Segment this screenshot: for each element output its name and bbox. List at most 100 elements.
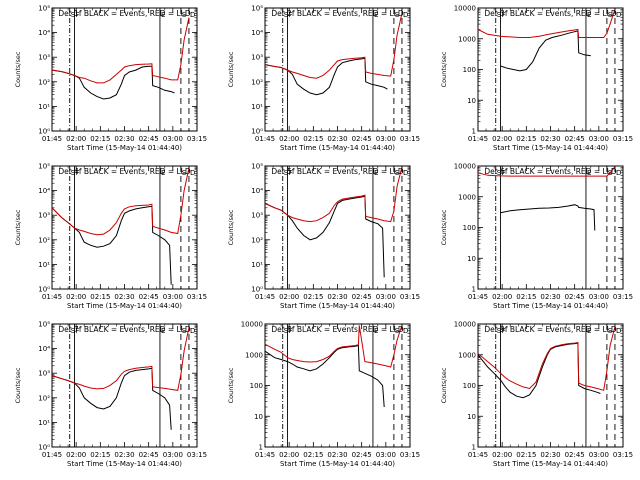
- y-tick-label: 10: [467, 413, 476, 421]
- chart-title: Det 7f BLACK = Events, RED = LLD: [58, 325, 191, 334]
- x-tick-label: 02:45: [352, 451, 372, 459]
- series-lld-line: [51, 168, 190, 236]
- event-marker-label: F: [76, 11, 80, 19]
- y-axis-label: Counts/sec: [440, 51, 448, 87]
- y-tick-label: 1000: [458, 35, 476, 43]
- x-tick-label: 03:15: [187, 135, 207, 143]
- x-tick-label: 03:00: [163, 451, 183, 459]
- x-axis-label: Start Time (15-May-14 01:44:40): [67, 460, 182, 468]
- y-tick-label: 10⁵: [251, 5, 263, 13]
- plot-frame: [477, 7, 624, 132]
- event-marker-label: E: [374, 11, 378, 19]
- x-tick-label: 02:00: [279, 451, 299, 459]
- x-axis-label: Start Time (15-May-14 01:44:40): [493, 144, 608, 152]
- y-tick-label: 10¹: [38, 419, 50, 427]
- event-marker-label: F: [76, 169, 80, 177]
- x-tick-label: 02:45: [565, 293, 585, 301]
- x-tick-label: 03:00: [163, 293, 183, 301]
- x-tick-label: 02:45: [139, 135, 159, 143]
- x-tick-label: 02:00: [492, 135, 512, 143]
- x-tick-label: 02:45: [139, 451, 159, 459]
- y-tick-label: 10¹: [251, 261, 263, 269]
- event-marker-label: S: [182, 327, 187, 335]
- plot-frame: [264, 323, 411, 448]
- event-marker-label: S: [608, 11, 613, 19]
- chart-panel-8: 1 10 100 1000 10000 01:45 02:00 02:15 02:30 02:45…: [227, 321, 420, 469]
- chart-title: Det 1f BLACK = Events, RED = LLD: [58, 9, 191, 18]
- y-tick-label: 10⁵: [251, 163, 263, 171]
- x-tick-label: 03:15: [613, 451, 633, 459]
- y-tick-label: 100: [463, 224, 476, 232]
- chart-panel-3: 1 10 100 1000 10000 01:45 02:00 02:15 02:30 02:45…: [440, 5, 633, 153]
- x-tick-label: 02:15: [303, 135, 323, 143]
- y-tick-label: 10: [254, 413, 263, 421]
- x-tick-label: 02:00: [279, 135, 299, 143]
- x-tick-label: 03:15: [187, 451, 207, 459]
- x-tick-label: 03:00: [589, 293, 609, 301]
- event-marker-label: E: [587, 11, 591, 19]
- x-axis-label: Start Time (15-May-14 01:44:40): [67, 302, 182, 310]
- series-lld-line: [477, 9, 616, 38]
- event-marker-label: S: [182, 169, 187, 177]
- x-tick-label: 02:30: [540, 135, 560, 143]
- x-tick-label: 02:30: [540, 293, 560, 301]
- x-tick-label: 01:45: [255, 135, 275, 143]
- x-tick-label: 01:45: [42, 451, 62, 459]
- y-tick-label: 10³: [38, 212, 50, 220]
- event-marker-label: D: [403, 11, 408, 19]
- y-tick-label: 1000: [245, 351, 263, 359]
- event-marker-label: S: [284, 11, 289, 19]
- event-marker-label: S: [395, 169, 400, 177]
- event-marker-label: F: [289, 327, 293, 335]
- x-tick-label: 02:45: [139, 293, 159, 301]
- event-marker-label: D: [403, 169, 408, 177]
- y-tick-label: 10⁰: [251, 128, 263, 136]
- chart-panel-5: 10⁰ 10¹ 10² 10³ 10⁴ 10⁵ 01:45 02:00 02:15 02:30 02…: [227, 163, 420, 311]
- plot-frame: [477, 165, 624, 290]
- x-tick-label: 03:00: [589, 451, 609, 459]
- event-marker-label: F: [76, 327, 80, 335]
- y-tick-label: 10⁰: [251, 286, 263, 294]
- series-lld-line: [51, 17, 190, 84]
- y-tick-label: 1: [472, 286, 476, 294]
- y-axis-label: Counts/sec: [227, 209, 235, 245]
- y-axis-label: Counts/sec: [440, 367, 448, 403]
- x-axis-label: Start Time (15-May-14 01:44:40): [280, 460, 395, 468]
- event-marker-label: F: [502, 11, 506, 19]
- y-tick-label: 10¹: [38, 261, 50, 269]
- y-tick-label: 100: [463, 382, 476, 390]
- y-tick-label: 10⁵: [38, 5, 50, 13]
- x-tick-label: 02:00: [66, 135, 86, 143]
- event-marker-label: S: [497, 11, 502, 19]
- x-tick-label: 03:00: [376, 451, 396, 459]
- series-events-line: [51, 205, 172, 285]
- x-axis-label: Start Time (15-May-14 01:44:40): [493, 460, 608, 468]
- event-marker-label: E: [161, 11, 165, 19]
- x-tick-label: 03:15: [187, 293, 207, 301]
- x-tick-label: 02:30: [114, 135, 134, 143]
- event-marker-label: E: [161, 169, 165, 177]
- event-marker-label: S: [497, 169, 502, 177]
- event-marker-label: F: [289, 11, 293, 19]
- plot-frame: [264, 165, 411, 290]
- event-marker-label: F: [502, 169, 506, 177]
- series-events-line: [477, 342, 601, 399]
- x-tick-label: 02:30: [327, 135, 347, 143]
- x-tick-label: 02:00: [492, 451, 512, 459]
- x-tick-label: 02:45: [352, 293, 372, 301]
- plot-frame: [51, 7, 198, 132]
- x-tick-label: 02:00: [492, 293, 512, 301]
- x-tick-label: 02:45: [565, 135, 585, 143]
- y-axis-label: Counts/sec: [14, 209, 22, 245]
- x-axis-label: Start Time (15-May-14 01:44:40): [280, 302, 395, 310]
- x-tick-label: 02:30: [327, 293, 347, 301]
- event-marker-label: E: [161, 327, 165, 335]
- y-tick-label: 10000: [454, 321, 476, 329]
- x-tick-label: 01:45: [468, 135, 488, 143]
- y-axis-label: Counts/sec: [227, 367, 235, 403]
- plot-frame: [477, 323, 624, 448]
- y-tick-label: 10: [467, 97, 476, 105]
- x-tick-label: 01:45: [468, 451, 488, 459]
- x-tick-label: 02:45: [352, 135, 372, 143]
